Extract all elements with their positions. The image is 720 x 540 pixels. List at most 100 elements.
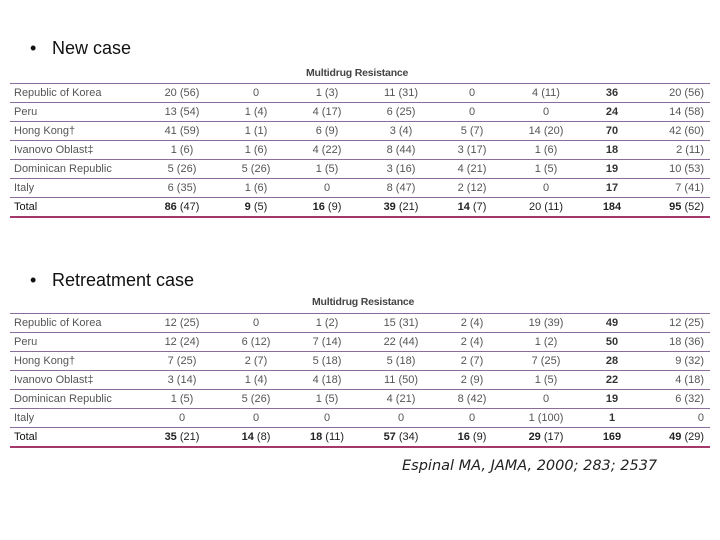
table-row: Hong Kong† 7 (25) 2 (7) 5 (18) 5 (18) 2 (7) 7 … (10, 351, 710, 371)
value-cell: 20 (56) (142, 83, 222, 103)
total-cell: 18 (11) (290, 427, 364, 448)
value-cell: 19 (586, 389, 638, 409)
country-cell: Ivanovo Oblast‡ (10, 140, 142, 160)
value-cell: 0 (222, 408, 290, 428)
value-cell: 5 (18) (364, 351, 438, 371)
table-row: Ivanovo Oblast‡ 3 (14) 1 (4) 4 (18) 11 (50) 2… (10, 370, 710, 390)
country-cell: Italy (10, 178, 142, 198)
value-cell: 42 (60) (638, 121, 710, 141)
value-cell: 0 (438, 83, 506, 103)
value-cell: 1 (2) (290, 313, 364, 333)
value-cell: 14 (58) (638, 102, 710, 122)
total-count: 57 (383, 431, 396, 443)
value-cell: 6 (25) (364, 102, 438, 122)
total-percent: (21) (179, 431, 200, 443)
country-cell: Republic of Korea (10, 83, 142, 103)
value-cell: 20 (56) (638, 83, 710, 103)
value-cell: 0 (638, 408, 710, 428)
new-case-heading: • New case (30, 38, 131, 59)
value-cell: 1 (586, 408, 638, 428)
total-cell: 39 (21) (364, 197, 438, 218)
citation: Espinal MA, JAMA, 2000; 283; 2537 (402, 458, 658, 474)
new-case-table-wrap: Republic of Korea 20 (56) 0 1 (3) 11 (31) 0 4 … (10, 83, 710, 218)
value-cell: 0 (364, 408, 438, 428)
value-cell: 3 (16) (364, 159, 438, 179)
value-cell: 1 (6) (222, 140, 290, 160)
value-cell: 3 (17) (438, 140, 506, 160)
total-cell: 169 (586, 427, 638, 448)
retreatment-table: Republic of Korea 12 (25) 0 1 (2) 15 (31) 2 (… (10, 313, 710, 448)
total-cell: 29 (17) (506, 427, 586, 448)
value-cell: 22 (586, 370, 638, 390)
table-row: Ivanovo Oblast‡ 1 (6) 1 (6) 4 (22) 8 (44) 3 (… (10, 140, 710, 160)
country-cell: Peru (10, 102, 142, 122)
value-cell: 41 (59) (142, 121, 222, 141)
value-cell: 12 (24) (142, 332, 222, 352)
value-cell: 17 (586, 178, 638, 198)
value-cell: 22 (44) (364, 332, 438, 352)
value-cell: 36 (586, 83, 638, 103)
total-count: 95 (669, 201, 682, 213)
country-cell: Italy (10, 408, 142, 428)
value-cell: 8 (44) (364, 140, 438, 160)
value-cell: 7 (25) (142, 351, 222, 371)
value-cell: 0 (438, 408, 506, 428)
new-case-heading-text: New case (52, 38, 132, 58)
value-cell: 14 (20) (506, 121, 586, 141)
value-cell: 2 (12) (438, 178, 506, 198)
country-cell: Republic of Korea (10, 313, 142, 333)
value-cell: 1 (6) (222, 178, 290, 198)
value-cell: 0 (290, 178, 364, 198)
table-row: Italy 0 0 0 0 0 1 (100) 1 0 (10, 408, 710, 428)
value-cell: 12 (25) (142, 313, 222, 333)
total-percent: (52) (684, 201, 704, 213)
value-cell: 2 (9) (438, 370, 506, 390)
total-count: 86 (164, 201, 177, 213)
value-cell: 1 (5) (290, 389, 364, 409)
value-cell: 24 (586, 102, 638, 122)
value-cell: 4 (21) (364, 389, 438, 409)
total-cell: 95 (52) (638, 197, 710, 218)
retreatment-case-heading-text: Retreatment case (52, 270, 195, 290)
value-cell: 7 (25) (506, 351, 586, 371)
value-cell: 4 (11) (506, 83, 586, 103)
value-cell: 3 (14) (142, 370, 222, 390)
total-percent: (5) (253, 201, 268, 213)
total-cell: 20 (11) (506, 197, 586, 218)
value-cell: 12 (25) (638, 313, 710, 333)
total-row: Total 86 (47) 9 (5) 16 (9) 39 (21) 14 (7) 20 (… (10, 197, 710, 218)
total-cell: 14 (7) (438, 197, 506, 218)
value-cell: 13 (54) (142, 102, 222, 122)
value-cell: 0 (222, 313, 290, 333)
total-cell: 16 (9) (290, 197, 364, 218)
value-cell: 70 (586, 121, 638, 141)
total-percent: (17) (543, 431, 564, 443)
total-count: 9 (244, 201, 251, 213)
total-count: 35 (164, 431, 177, 443)
total-percent: (29) (684, 431, 704, 443)
value-cell: 11 (50) (364, 370, 438, 390)
total-count: 16 (312, 201, 325, 213)
total-cell: 14 (8) (222, 427, 290, 448)
value-cell: 5 (26) (142, 159, 222, 179)
value-cell: 2 (7) (438, 351, 506, 371)
total-percent: (11) (325, 431, 345, 443)
total-count: 18 (309, 431, 323, 443)
value-cell: 6 (32) (638, 389, 710, 409)
value-cell: 1 (1) (222, 121, 290, 141)
total-count: 49 (669, 431, 682, 443)
value-cell: 2 (7) (222, 351, 290, 371)
total-cell: 57 (34) (364, 427, 438, 448)
country-cell: Dominican Republic (10, 389, 142, 409)
value-cell: 8 (47) (364, 178, 438, 198)
value-cell: 1 (5) (142, 389, 222, 409)
total-percent: (9) (472, 431, 487, 443)
value-cell: 1 (6) (506, 140, 586, 160)
table-row: Republic of Korea 12 (25) 0 1 (2) 15 (31) 2 (… (10, 313, 710, 333)
total-count: 14 (241, 431, 254, 443)
table-row: Dominican Republic 1 (5) 5 (26) 1 (5) 4 (21)… (10, 389, 710, 409)
value-cell: 6 (9) (290, 121, 364, 141)
table-row: Peru 13 (54) 1 (4) 4 (17) 6 (25) 0 0 24 14 (58) (10, 102, 710, 122)
new-case-table-title: Multidrug Resistance (306, 67, 409, 79)
country-cell: Dominican Republic (10, 159, 142, 179)
